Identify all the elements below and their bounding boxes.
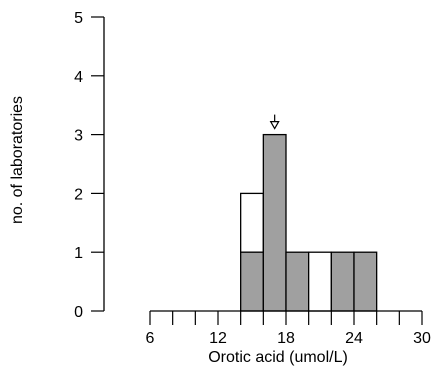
- x-axis-label: Orotic acid (umol/L): [208, 349, 348, 366]
- y-axis-label: no. of laboratories: [9, 96, 26, 224]
- target-arrow-head: [269, 120, 280, 130]
- y-tick-label: 3: [74, 128, 83, 145]
- y-tick-label: 5: [74, 10, 83, 27]
- y-tick-label: 2: [74, 186, 83, 203]
- bar-shaded: [262, 133, 287, 312]
- bar-unshaded: [240, 192, 264, 253]
- bar-unshaded: [308, 251, 332, 312]
- target-value-arrow: [269, 114, 280, 130]
- y-tick-label: 4: [74, 69, 83, 86]
- y-tick-label: 0: [74, 304, 83, 321]
- y-axis: 0 1 2 3 4 5: [74, 10, 105, 321]
- x-axis: 6 12 18 24 30: [146, 330, 431, 347]
- bar-shaded: [240, 251, 264, 312]
- x-tick-label: 6: [146, 330, 155, 347]
- bar-shaded: [330, 251, 355, 312]
- histogram-bars: [240, 133, 378, 312]
- x-tick-label: 18: [277, 330, 295, 347]
- y-tick-label: 1: [74, 245, 83, 262]
- bar-shaded: [285, 251, 310, 312]
- bin-boundary-ticks: [149, 310, 423, 325]
- bar-shaded: [353, 251, 378, 312]
- x-tick-label: 30: [413, 330, 431, 347]
- x-tick-label: 12: [209, 330, 227, 347]
- x-tick-label: 24: [345, 330, 363, 347]
